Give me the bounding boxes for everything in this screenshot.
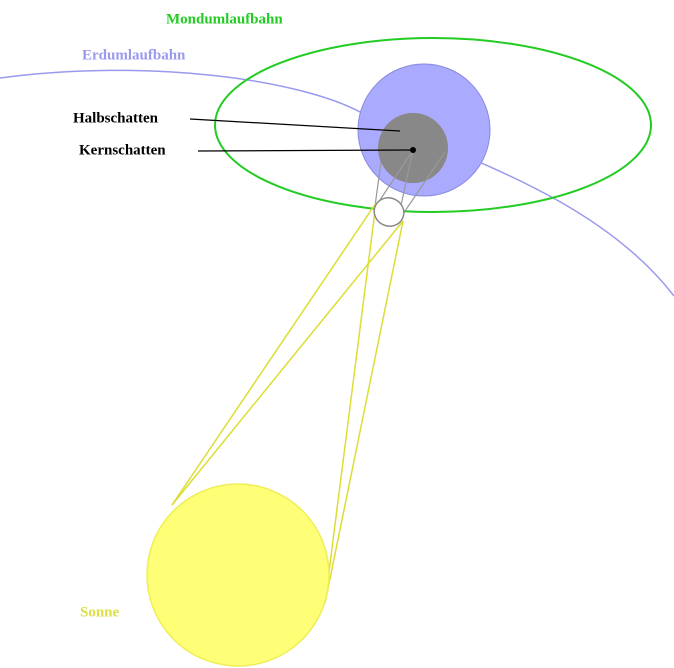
sun-label: Sonne (80, 604, 120, 620)
diagram: Mondumlaufbahn Erdumlaufbahn Halbschatte… (0, 0, 674, 668)
sun (147, 484, 329, 666)
earth-orbit (0, 70, 674, 296)
earth-orbit-label: Erdumlaufbahn (82, 47, 186, 63)
penumbra-label: Halbschatten (73, 110, 159, 126)
moon-orbit-label: Mondumlaufbahn (166, 11, 283, 27)
umbra-label: Kernschatten (79, 142, 166, 158)
